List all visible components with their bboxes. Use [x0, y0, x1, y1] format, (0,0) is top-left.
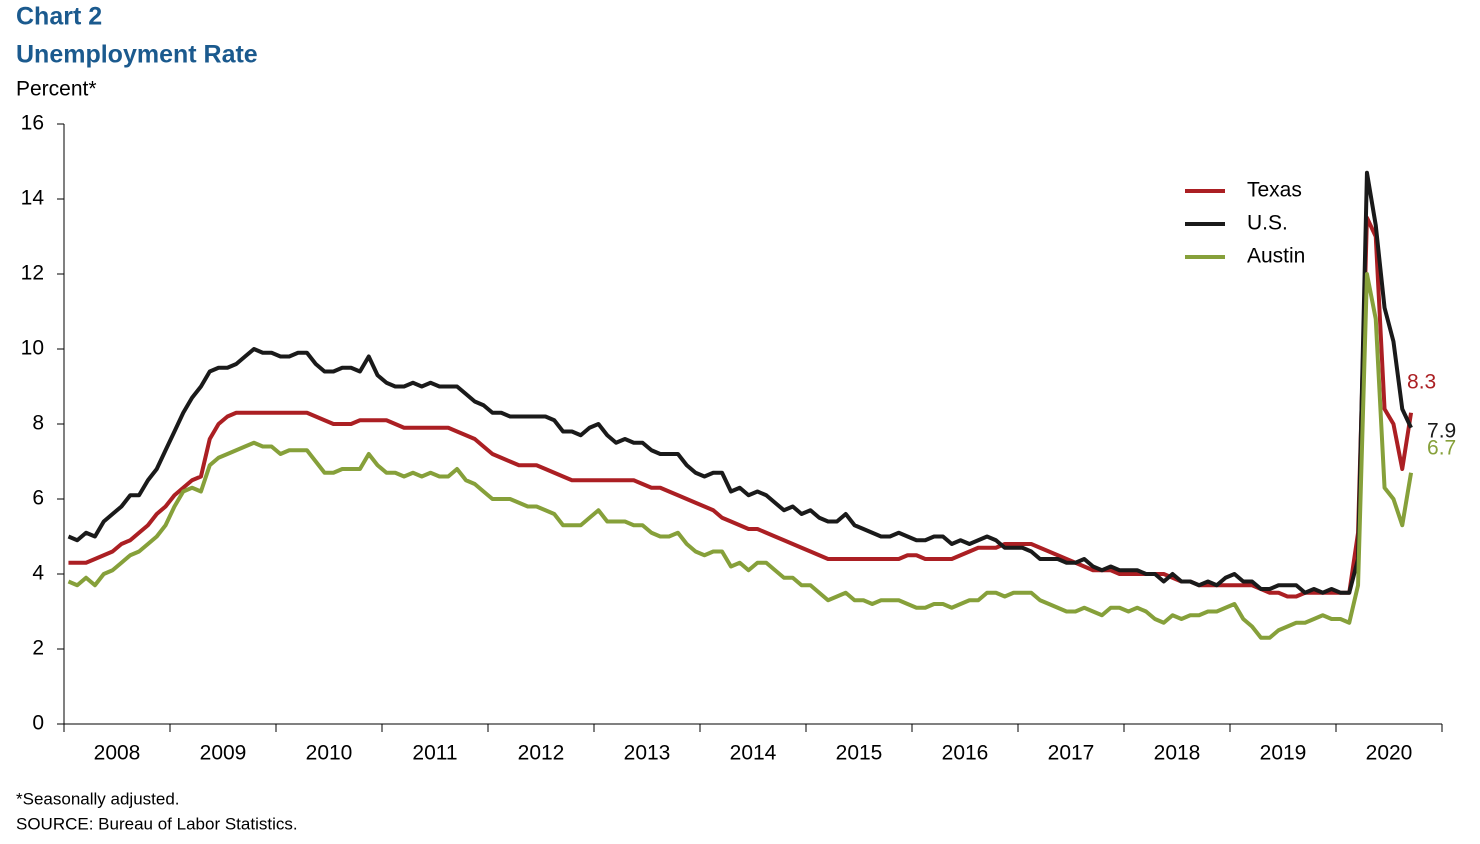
x-tick-label: 2020 [1366, 742, 1413, 765]
x-tick-label: 2014 [730, 742, 777, 765]
x-tick-label: 2013 [624, 742, 671, 765]
x-tick-label: 2009 [200, 742, 247, 765]
line-series [67, 272, 1414, 640]
y-tick-label: 2 [32, 637, 44, 660]
y-tick-label: 4 [32, 562, 44, 585]
y-tick-label: 12 [21, 262, 44, 285]
x-tick-label: 2017 [1048, 742, 1095, 765]
x-tick-label: 2018 [1154, 742, 1201, 765]
x-tick-label: 2011 [412, 742, 457, 765]
y-tick-label: 0 [32, 712, 44, 735]
y-tick-label: 6 [32, 487, 44, 510]
data-label: 6.7 [1427, 436, 1456, 459]
source-note: SOURCE: Bureau of Labor Statistics. [16, 814, 298, 833]
y-tick-label: 10 [21, 337, 44, 360]
chart-title: Chart 2 [16, 3, 102, 31]
y-tick-label: 8 [32, 412, 44, 435]
y-axis-label: Percent* [16, 78, 97, 101]
x-tick-label: 2016 [942, 742, 989, 765]
footnote: *Seasonally adjusted. [16, 789, 180, 808]
legend-label: Austin [1247, 245, 1305, 268]
legend-label: U.S. [1247, 212, 1288, 235]
x-tick-label: 2015 [836, 742, 883, 765]
x-tick-label: 2012 [518, 742, 565, 765]
line-series [67, 170, 1413, 595]
x-tick-label: 2010 [306, 742, 353, 765]
x-tick-label: 2019 [1260, 742, 1307, 765]
line-series [68, 215, 1414, 599]
x-tick-label: 2008 [94, 742, 141, 765]
legend-label: Texas [1247, 179, 1302, 202]
y-tick-label: 16 [21, 112, 44, 135]
y-tick-label: 14 [21, 187, 45, 210]
data-label: 7.9 [1427, 419, 1456, 442]
data-label: 8.3 [1407, 370, 1436, 393]
chart-subtitle: Unemployment Rate [16, 41, 258, 69]
